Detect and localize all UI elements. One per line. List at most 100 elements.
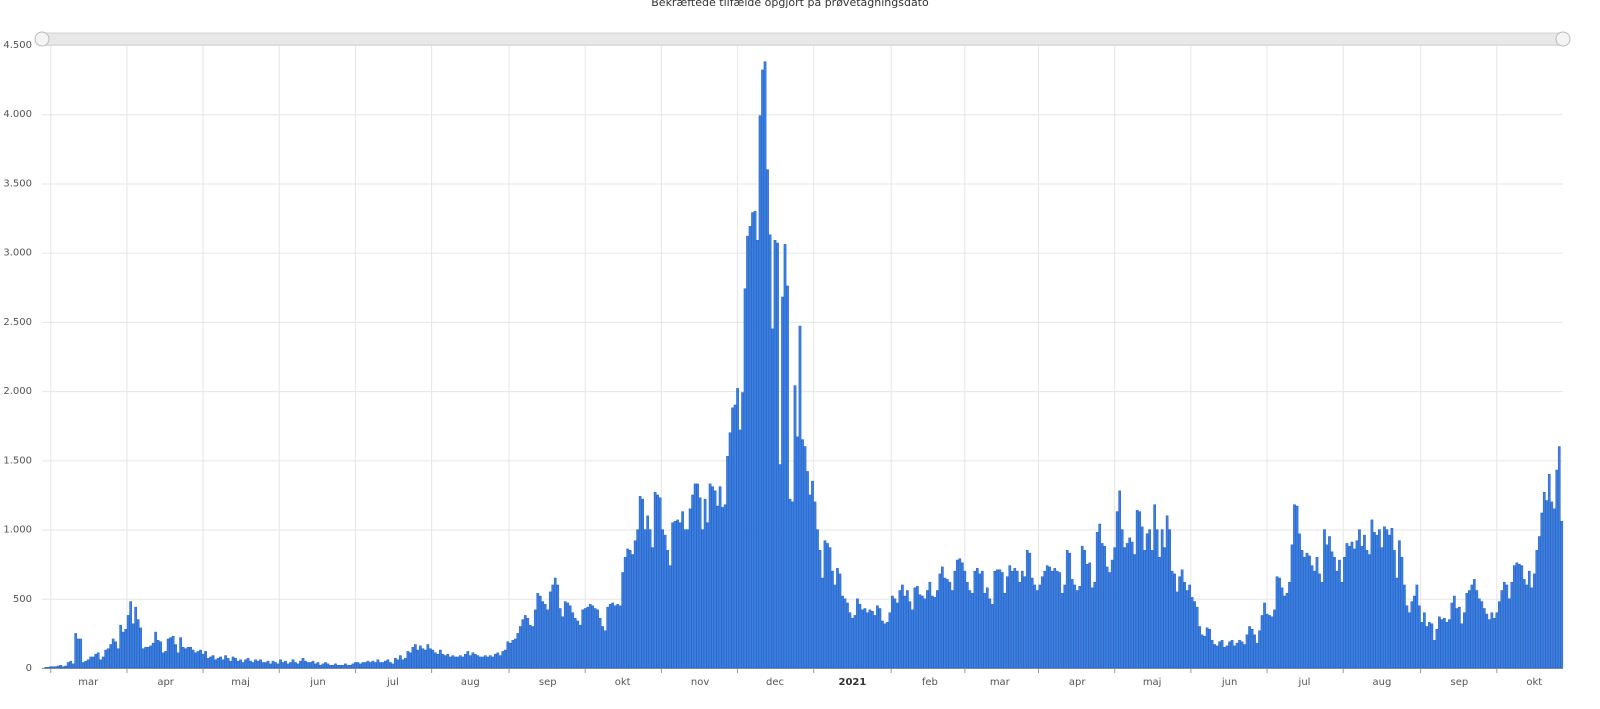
bar bbox=[1378, 529, 1381, 669]
bar bbox=[1103, 545, 1107, 669]
bar bbox=[1088, 562, 1092, 669]
bar bbox=[1025, 550, 1029, 669]
y-tick-label: 4.000 bbox=[3, 109, 32, 120]
bar bbox=[346, 665, 350, 669]
bar bbox=[936, 590, 939, 669]
bar bbox=[736, 388, 739, 669]
bar bbox=[728, 432, 732, 669]
bar bbox=[1353, 548, 1356, 669]
bar bbox=[641, 498, 644, 669]
bar bbox=[998, 569, 1002, 669]
bar bbox=[633, 540, 637, 669]
bar bbox=[643, 529, 647, 669]
bar bbox=[803, 446, 807, 669]
bar bbox=[1128, 537, 1132, 669]
bar bbox=[169, 637, 172, 669]
bar bbox=[244, 659, 247, 669]
bar bbox=[903, 595, 907, 669]
bar bbox=[279, 659, 282, 669]
bar bbox=[1200, 634, 1204, 669]
y-tick-label: 1.500 bbox=[3, 455, 32, 466]
bar bbox=[1248, 626, 1251, 669]
bar bbox=[1363, 534, 1366, 669]
bar bbox=[1280, 587, 1284, 669]
bar bbox=[586, 606, 590, 669]
bar bbox=[194, 652, 197, 669]
bar bbox=[1473, 579, 1476, 669]
bar bbox=[966, 581, 969, 669]
bar bbox=[181, 647, 185, 669]
bar bbox=[51, 666, 55, 669]
bar bbox=[454, 656, 457, 669]
bar bbox=[983, 593, 987, 669]
bar bbox=[396, 659, 400, 669]
bar bbox=[833, 584, 837, 669]
bar bbox=[1228, 641, 1231, 669]
bar bbox=[811, 480, 814, 669]
bar bbox=[54, 666, 58, 669]
bar bbox=[846, 602, 849, 669]
bar bbox=[379, 662, 382, 669]
bar bbox=[758, 115, 762, 669]
bar bbox=[1045, 565, 1049, 669]
bar bbox=[71, 663, 75, 669]
bar bbox=[528, 624, 532, 669]
bar bbox=[1358, 529, 1361, 669]
bar bbox=[1140, 526, 1144, 669]
bar bbox=[481, 656, 485, 669]
bar bbox=[1098, 523, 1102, 669]
bar bbox=[1433, 640, 1436, 669]
navigator-bar[interactable] bbox=[41, 32, 1564, 46]
bar bbox=[1080, 545, 1084, 669]
bar bbox=[686, 529, 689, 669]
bar bbox=[394, 658, 397, 669]
bar bbox=[1208, 629, 1211, 669]
bar bbox=[449, 656, 452, 669]
x-tick-label: jun bbox=[309, 677, 325, 688]
bar bbox=[104, 649, 108, 669]
bar bbox=[1445, 622, 1449, 669]
bar bbox=[49, 666, 53, 669]
bar bbox=[1278, 577, 1281, 669]
bar bbox=[878, 608, 882, 669]
bar bbox=[1118, 490, 1122, 669]
bar bbox=[311, 660, 315, 669]
bar bbox=[369, 662, 372, 669]
bar bbox=[828, 547, 832, 669]
bar bbox=[990, 604, 994, 669]
x-tick-label: dec bbox=[766, 677, 784, 688]
bar bbox=[973, 570, 977, 669]
bar bbox=[374, 662, 377, 669]
bar bbox=[1537, 536, 1541, 669]
bar bbox=[701, 529, 704, 669]
bar bbox=[1038, 584, 1042, 669]
bar bbox=[1453, 595, 1456, 669]
bar bbox=[139, 627, 142, 669]
bar bbox=[159, 641, 162, 669]
bar bbox=[1015, 570, 1019, 669]
bar bbox=[848, 612, 852, 669]
bar bbox=[1497, 601, 1501, 669]
bar bbox=[1525, 584, 1529, 669]
bar bbox=[354, 662, 357, 669]
bar bbox=[1120, 529, 1124, 669]
bar bbox=[1557, 446, 1561, 669]
bar bbox=[748, 226, 752, 669]
navigator-handle-right[interactable] bbox=[1555, 31, 1571, 47]
bar bbox=[876, 605, 879, 669]
bar bbox=[304, 660, 307, 669]
bar bbox=[131, 623, 135, 669]
navigator-handle-left[interactable] bbox=[34, 31, 50, 47]
bar bbox=[1405, 605, 1409, 669]
bar bbox=[89, 656, 93, 669]
bar bbox=[1507, 598, 1511, 669]
bar bbox=[301, 658, 305, 669]
bar bbox=[259, 659, 262, 669]
bar bbox=[1155, 529, 1159, 669]
bar bbox=[961, 562, 964, 669]
bar bbox=[209, 656, 212, 669]
y-tick-label: 3.000 bbox=[3, 248, 32, 259]
bar bbox=[508, 642, 512, 669]
bar bbox=[1035, 590, 1039, 669]
bar bbox=[863, 608, 867, 669]
